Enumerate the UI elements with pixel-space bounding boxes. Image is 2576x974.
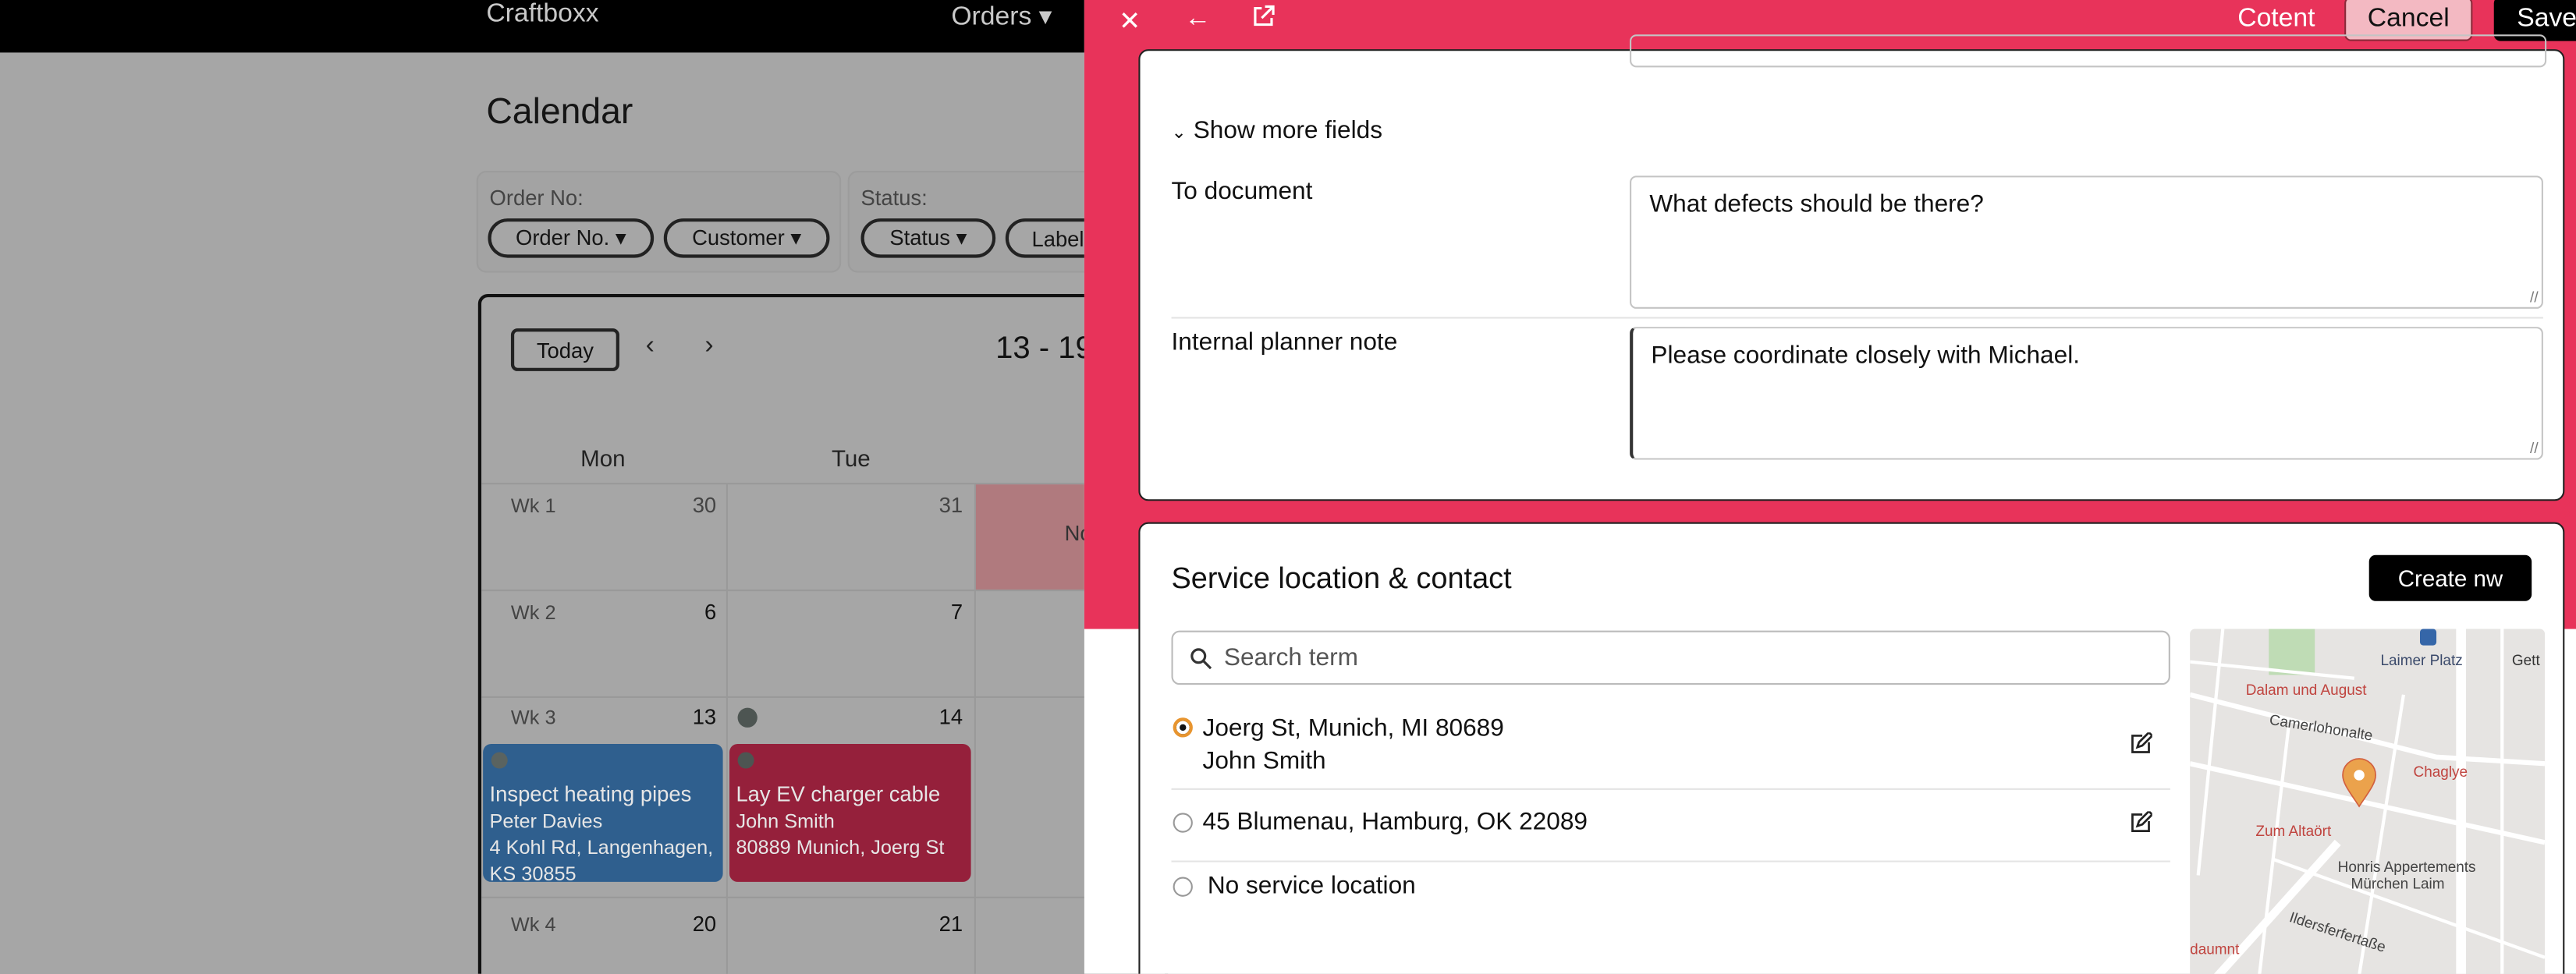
chevron-right-icon[interactable]: › <box>704 331 714 360</box>
divider <box>726 483 728 974</box>
map-label: Camerlohonalte <box>2268 712 2373 745</box>
show-more-fields-toggle[interactable]: ⌄ Show more fields <box>1172 117 1383 145</box>
status-dot <box>737 752 754 769</box>
location-address: Joerg St, Munich, MI 80689 <box>1202 714 1504 742</box>
divider <box>481 696 1106 699</box>
status-dot <box>491 752 508 769</box>
order-edit-panel: ✕ ← Cotent Cancel Save ⌄ Show more field… <box>1084 0 2576 974</box>
week-label: Wk 3 <box>510 706 556 730</box>
event-title: Inspect heating pipes <box>489 781 692 806</box>
show-more-label: Show more fields <box>1193 116 1383 145</box>
event-customer: Peter Davies <box>489 809 603 833</box>
date-number: 21 <box>939 911 963 937</box>
day-header: Mon <box>580 444 626 472</box>
divider <box>1171 788 2170 790</box>
event-address: 4 Kohl Rd, Langenhagen, KS 30855 <box>489 835 714 886</box>
event-customer: John Smith <box>736 809 835 833</box>
location-option[interactable]: Joerg St, Munich, MI 80689 John Smith <box>1203 713 1504 778</box>
location-map[interactable]: Laimer Platz Dalam und August Camerlohon… <box>2190 629 2546 974</box>
resize-handle-icon[interactable]: // <box>2530 440 2539 457</box>
details-card: ⌄ Show more fields To document What defe… <box>1138 34 2565 501</box>
edit-icon[interactable] <box>2131 809 2154 841</box>
date-number: 6 <box>704 599 717 625</box>
divider <box>1171 860 2170 862</box>
external-link-icon[interactable] <box>1252 5 1275 36</box>
previous-textarea[interactable] <box>1630 34 2547 68</box>
event-address: 80889 Munich, Joerg St <box>736 835 945 859</box>
week-label: Wk 1 <box>510 494 556 518</box>
chevron-left-icon[interactable]: ‹ <box>645 331 655 360</box>
divider <box>974 483 976 974</box>
week-label: Wk 4 <box>510 912 556 937</box>
resize-handle-icon[interactable]: // <box>2530 289 2539 306</box>
divider <box>481 483 1106 485</box>
search-placeholder: Search term <box>1223 643 1358 672</box>
top-nav-bar <box>0 0 1084 53</box>
search-icon <box>1190 647 1212 669</box>
map-label: Laimer Platz <box>2380 653 2462 669</box>
internal-note-textarea[interactable]: Please coordinate closely with Michael. /… <box>1630 327 2543 460</box>
calendar-event[interactable]: Inspect heating pipes Peter Davies 4 Koh… <box>483 743 723 885</box>
divider <box>481 896 1106 898</box>
date-number: 31 <box>939 492 963 518</box>
date-number: 30 <box>692 492 717 518</box>
location-option[interactable]: 45 Blumenau, Hamburg, OK 22089 <box>1202 808 1588 836</box>
location-contact: John Smith <box>1202 747 1326 775</box>
create-new-button[interactable]: Create nw <box>2368 554 2532 601</box>
map-label: Dalam und August <box>2246 682 2367 699</box>
map-label: Chaglye <box>2414 764 2468 781</box>
date-range: 13 - 19 <box>995 331 1093 367</box>
event-title: Lay EV charger cable <box>736 781 941 806</box>
date-number: 13 <box>692 704 717 730</box>
content-tab[interactable]: Cotent <box>2237 5 2315 34</box>
location-radio[interactable] <box>1173 877 1193 897</box>
divider <box>1171 317 2543 319</box>
save-button[interactable]: Save <box>2493 0 2576 41</box>
to-document-textarea[interactable]: What defects should be there? // <box>1630 175 2543 309</box>
filter-label: Order No: <box>489 185 584 211</box>
status-filter[interactable]: Status ▾ <box>860 218 996 258</box>
status-dot <box>737 707 758 728</box>
date-number: 20 <box>692 911 717 937</box>
map-label: Gett <box>2512 653 2541 669</box>
filter-label: Status: <box>860 185 928 211</box>
arrow-left-icon[interactable]: ← <box>1184 5 1212 34</box>
highlighted-day-cell[interactable]: No <box>975 484 1092 590</box>
map-label: Zum Altaört <box>2255 823 2332 840</box>
service-location-card: Service location & contact Create nw Sea… <box>1138 522 2565 974</box>
day-header: Tue <box>831 444 871 472</box>
customer-filter[interactable]: Customer ▾ <box>663 218 830 258</box>
cancel-button[interactable]: Cancel <box>2344 0 2473 41</box>
page-title: Calendar <box>486 90 633 132</box>
week-label: Wk 2 <box>510 600 556 625</box>
field-label: Internal planner note <box>1171 328 1398 356</box>
filter-group-order: Order No: Order No. ▾ Customer ▾ <box>476 171 842 273</box>
search-input[interactable]: Search term <box>1171 630 2170 685</box>
today-button[interactable]: Today <box>510 328 619 371</box>
section-title: Service location & contact <box>1171 561 1512 595</box>
date-number: 7 <box>950 599 963 625</box>
edit-icon[interactable] <box>2131 731 2154 762</box>
textarea-value: What defects should be there? <box>1649 190 1984 219</box>
location-radio-selected[interactable] <box>1173 717 1193 738</box>
field-label: To document <box>1171 177 1313 206</box>
map-label: Ildersferfertaße <box>2287 909 2388 956</box>
map-label: daumnt <box>2190 942 2240 958</box>
location-radio[interactable] <box>1173 813 1193 833</box>
textarea-value: Please coordinate closely with Michael. <box>1651 342 2081 370</box>
map-label: Honris Appertements <box>2338 859 2476 876</box>
calendar-event[interactable]: Lay EV charger cable John Smith 80889 Mu… <box>729 743 971 882</box>
map-label: Mürchen Laim <box>2351 876 2445 892</box>
close-icon[interactable]: ✕ <box>1119 8 1141 37</box>
nav-orders-menu[interactable]: Orders ▾ <box>951 3 1052 32</box>
map-pin-icon[interactable] <box>2342 758 2376 808</box>
location-option[interactable]: No service location <box>1207 872 1416 901</box>
date-number: 14 <box>939 704 963 730</box>
chevron-down-icon: ⌄ <box>1171 122 1187 143</box>
order-no-filter[interactable]: Order No. ▾ <box>488 218 655 258</box>
brand-logo[interactable]: Craftboxx <box>486 0 599 28</box>
divider <box>481 590 1106 592</box>
